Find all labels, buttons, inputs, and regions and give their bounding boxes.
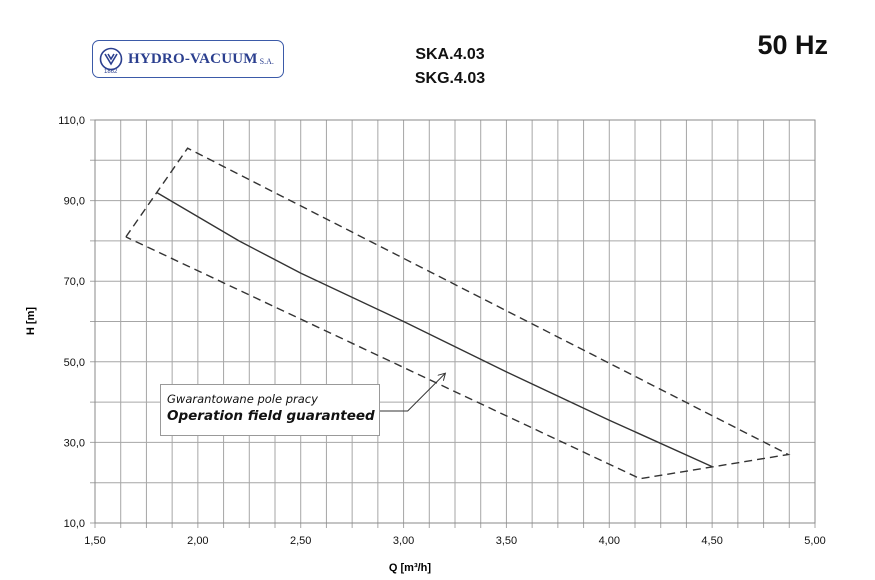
frequency-label: 50 Hz — [757, 30, 828, 60]
annotation-english: Operation field guaranteed — [167, 408, 375, 424]
tick-labels: 1,50 2,00 2,50 3,00 3,50 4,00 4,50 5,00 10,0 30,0… — [58, 115, 825, 547]
operation-field-note: Gwarantowane pole pracy Operation field … — [160, 384, 380, 436]
brand-suffix: S.A. — [259, 57, 274, 66]
y-tick-label: 10,0 — [64, 518, 85, 530]
x-tick-label: 3,00 — [393, 535, 414, 547]
x-tick-label: 4,50 — [701, 535, 722, 547]
x-tick-label: 1,50 — [84, 535, 105, 547]
y-tick-label: 70,0 — [64, 276, 85, 288]
y-axis-label: H [m] — [25, 307, 37, 335]
y-tick-label: 50,0 — [64, 357, 85, 369]
x-tick-label: 5,00 — [804, 535, 825, 547]
annotation-arrow-line — [380, 374, 445, 412]
plot-frame — [94, 119, 816, 524]
x-axis-label: Q [m³/h] — [389, 562, 431, 574]
brand-year: 1862 — [104, 69, 118, 75]
brand-name: HYDRO-VACUUM — [128, 50, 258, 67]
grid — [90, 119, 816, 528]
y-tick-label: 30,0 — [64, 437, 85, 449]
annotation-polish: Gwarantowane pole pracy — [167, 392, 318, 406]
pump-curve-line — [156, 191, 713, 468]
x-tick-label: 2,00 — [187, 535, 208, 547]
y-tick-label: 110,0 — [58, 115, 85, 127]
operation-field-envelope-line — [125, 147, 791, 480]
model-title-skg: SKG.4.03 — [414, 70, 486, 87]
annotation-arrow — [380, 374, 445, 412]
hydro-vacuum-logo: HYDRO-VACUUM S.A. 1862 — [92, 40, 284, 78]
x-tick-label: 2,50 — [290, 535, 311, 547]
x-tick-label: 4,00 — [599, 535, 620, 547]
series-group — [125, 147, 791, 480]
hydro-vacuum-emblem-icon — [99, 47, 123, 71]
x-tick-label: 3,50 — [496, 535, 517, 547]
y-tick-label: 90,0 — [64, 196, 85, 208]
model-title-ska: SKA.4.03 — [415, 46, 485, 63]
